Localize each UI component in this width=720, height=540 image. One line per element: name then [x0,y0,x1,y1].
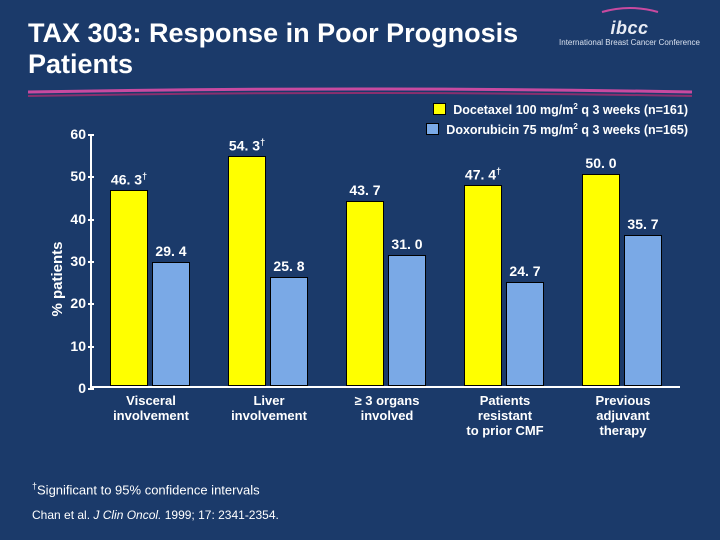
y-tick: 50 [62,168,86,184]
page-title: TAX 303: Response in Poor Prognosis Pati… [28,18,548,80]
bar-series-b: 25. 8 [270,277,308,386]
bar-series-a: 43. 7 [346,201,384,386]
logo-subtitle: International Breast Cancer Conference [559,39,700,48]
y-tick: 0 [62,380,86,396]
bar-value-a: 50. 0 [585,155,616,171]
bar-series-b: 35. 7 [624,235,662,386]
legend-label-a-pre: Docetaxel 100 mg/m [453,103,573,117]
bar-series-a: 54. 3† [228,156,266,386]
bar-value-a: 43. 7 [349,182,380,198]
x-axis-label: ≥ 3 organsinvolved [332,394,442,424]
logo-swish-icon [600,6,660,14]
divider-icon [28,86,692,98]
bar-series-a: 47. 4† [464,185,502,386]
plot-area: 010203040506046. 3†29. 4Visceralinvolvem… [90,134,680,388]
bar-series-b: 31. 0 [388,255,426,386]
footnote: †Significant to 95% confidence intervals… [32,480,692,524]
logo: ibcc International Breast Cancer Confere… [559,6,700,47]
citation-journal: J Clin Oncol. [93,508,161,522]
logo-brand: ibcc [559,19,700,39]
bar-value-b: 24. 7 [509,263,540,279]
y-tick: 30 [62,253,86,269]
legend-swatch-a [433,103,446,115]
bar-value-b: 29. 4 [155,243,186,259]
bar-value-a: 47. 4† [465,166,501,183]
x-axis-label: Visceralinvolvement [96,394,206,424]
significance-note: †Significant to 95% confidence intervals [32,480,692,500]
bar-value-a: 54. 3† [229,137,265,154]
legend-series-a: Docetaxel 100 mg/m2 q 3 weeks (n=161) [433,100,688,120]
x-axis-label: Previousadjuvanttherapy [568,394,678,439]
citation: Chan et al. J Clin Oncol. 1999; 17: 2341… [32,506,692,524]
citation-author: Chan et al. [32,508,93,522]
y-tick: 40 [62,211,86,227]
citation-rest: 1999; 17: 2341-2354. [161,508,278,522]
slide: ibcc International Breast Cancer Confere… [0,0,720,540]
bar-value-b: 35. 7 [627,216,658,232]
bar-series-b: 24. 7 [506,282,544,387]
bar-series-a: 46. 3† [110,190,148,386]
bar-value-b: 25. 8 [273,258,304,274]
y-tick: 60 [62,126,86,142]
x-axis-label: Liverinvolvement [214,394,324,424]
bar-value-a: 46. 3† [111,171,147,188]
bar-series-b: 29. 4 [152,262,190,386]
legend-label-a-post: q 3 weeks (n=161) [578,103,688,117]
y-tick: 10 [62,338,86,354]
sig-text: Significant to 95% confidence intervals [37,482,260,497]
divider [28,86,692,92]
bar-chart: % patients 010203040506046. 3†29. 4Visce… [36,134,686,424]
x-axis-label: Patientsresistantto prior CMF [450,394,560,439]
bar-value-b: 31. 0 [391,236,422,252]
bar-series-a: 50. 0 [582,174,620,386]
y-tick: 20 [62,295,86,311]
